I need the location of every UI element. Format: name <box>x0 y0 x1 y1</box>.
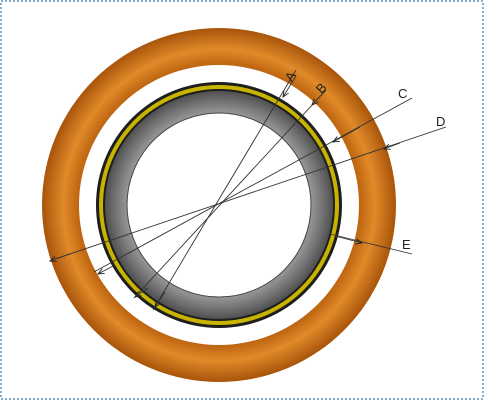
label-e: E <box>402 237 411 252</box>
diagram-frame: A B C D E <box>0 0 484 400</box>
label-d: D <box>436 114 445 129</box>
label-c: C <box>398 86 407 101</box>
inner-bore <box>127 113 311 297</box>
ring-diagram: A B C D E <box>0 0 484 400</box>
